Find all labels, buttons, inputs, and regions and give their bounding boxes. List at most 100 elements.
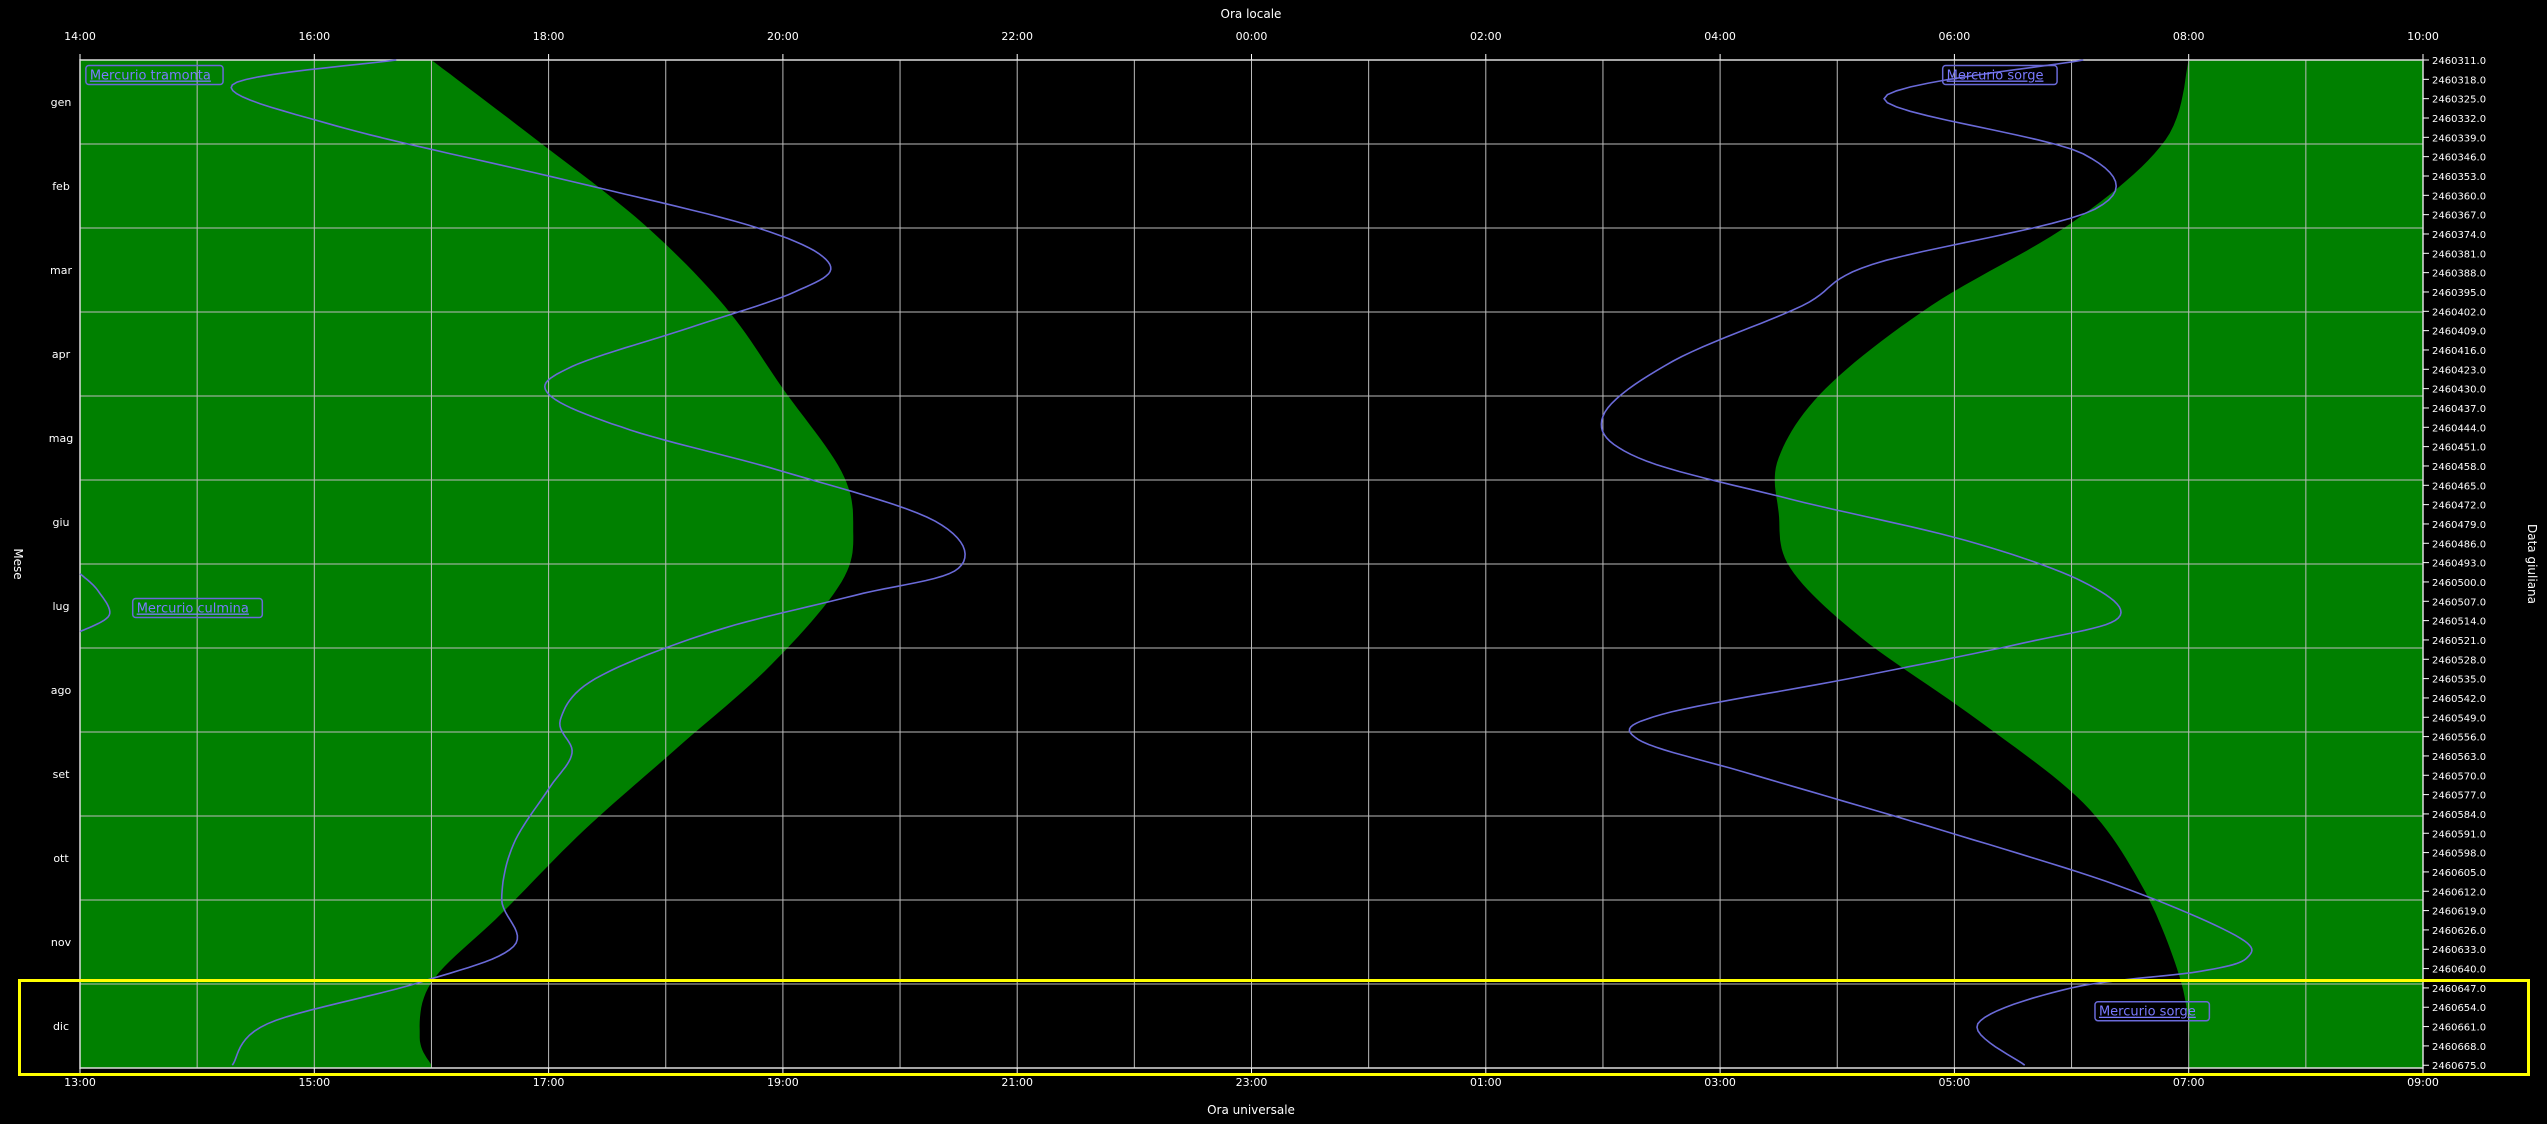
curve-label: Mercurio sorge: [2099, 1005, 2196, 1020]
jd-tick-label: 2460416.0: [2432, 346, 2486, 357]
top-tick-label: 22:00: [1001, 30, 1033, 43]
jd-tick-label: 2460654.0: [2432, 1003, 2486, 1014]
month-label: set: [53, 768, 70, 781]
jd-tick-label: 2460381.0: [2432, 249, 2486, 260]
jd-tick-label: 2460521.0: [2432, 636, 2486, 647]
bottom-tick-label: 19:00: [767, 1076, 799, 1089]
month-label: feb: [52, 180, 70, 193]
month-label: dic: [53, 1020, 69, 1033]
jd-tick-label: 2460661.0: [2432, 1023, 2486, 1034]
month-label: mag: [49, 432, 73, 445]
month-label: gen: [51, 96, 72, 109]
top-tick-label: 08:00: [2173, 30, 2205, 43]
top-tick-label: 00:00: [1236, 30, 1268, 43]
jd-tick-label: 2460367.0: [2432, 211, 2486, 222]
bottom-axis-label: Ora universale: [1207, 1103, 1295, 1117]
jd-tick-label: 2460311.0: [2432, 56, 2486, 67]
jd-tick-label: 2460675.0: [2432, 1061, 2486, 1072]
jd-tick-label: 2460332.0: [2432, 114, 2486, 125]
jd-tick-label: 2460598.0: [2432, 849, 2486, 860]
jd-tick-label: 2460458.0: [2432, 462, 2486, 473]
jd-tick-label: 2460409.0: [2432, 327, 2486, 338]
jd-tick-label: 2460423.0: [2432, 365, 2486, 376]
jd-tick-label: 2460640.0: [2432, 965, 2486, 976]
jd-tick-label: 2460626.0: [2432, 926, 2486, 937]
jd-tick-label: 2460668.0: [2432, 1042, 2486, 1053]
jd-tick-label: 2460451.0: [2432, 443, 2486, 454]
jd-tick-label: 2460542.0: [2432, 694, 2486, 705]
bottom-tick-label: 17:00: [533, 1076, 565, 1089]
bottom-tick-label: 13:00: [64, 1076, 96, 1089]
mercury-transit-line: [79, 573, 111, 633]
left-axis-label: Mese: [11, 548, 25, 579]
bottom-tick-label: 09:00: [2407, 1076, 2439, 1089]
jd-tick-label: 2460437.0: [2432, 404, 2486, 415]
top-tick-label: 06:00: [1939, 30, 1971, 43]
jd-tick-label: 2460395.0: [2432, 288, 2486, 299]
jd-tick-label: 2460612.0: [2432, 887, 2486, 898]
jd-tick-label: 2460353.0: [2432, 172, 2486, 183]
jd-tick-label: 2460535.0: [2432, 675, 2486, 686]
bottom-tick-label: 23:00: [1236, 1076, 1268, 1089]
curve-label: Mercurio culmina: [137, 602, 249, 617]
curve-label-box: [2094, 1000, 2211, 1022]
jd-tick-label: 2460647.0: [2432, 984, 2486, 995]
jd-tick-label: 2460605.0: [2432, 868, 2486, 879]
top-tick-label: 18:00: [533, 30, 565, 43]
jd-tick-label: 2460430.0: [2432, 385, 2486, 396]
bottom-tick-label: 05:00: [1939, 1076, 1971, 1089]
jd-tick-label: 2460318.0: [2432, 75, 2486, 86]
jd-tick-label: 2460465.0: [2432, 481, 2486, 492]
month-label: apr: [52, 348, 71, 361]
top-tick-label: 02:00: [1470, 30, 1502, 43]
curve-label-box: [1941, 64, 2058, 86]
month-label: ott: [53, 852, 69, 865]
top-tick-label: 04:00: [1704, 30, 1736, 43]
jd-tick-label: 2460346.0: [2432, 153, 2486, 164]
bottom-tick-label: 15:00: [298, 1076, 330, 1089]
jd-tick-label: 2460339.0: [2432, 133, 2486, 144]
top-axis-label: Ora locale: [1221, 7, 1282, 21]
jd-tick-label: 2460325.0: [2432, 95, 2486, 106]
curve-label-box: [85, 64, 224, 86]
jd-tick-label: 2460619.0: [2432, 907, 2486, 918]
jd-tick-label: 2460549.0: [2432, 713, 2486, 724]
jd-tick-label: 2460570.0: [2432, 771, 2486, 782]
jd-tick-label: 2460556.0: [2432, 733, 2486, 744]
month-label: giu: [52, 516, 69, 529]
jd-tick-label: 2460507.0: [2432, 597, 2486, 608]
bottom-tick-label: 07:00: [2173, 1076, 2205, 1089]
mercury-set-line: [230, 59, 966, 1066]
jd-tick-label: 2460402.0: [2432, 307, 2486, 318]
top-tick-label: 16:00: [298, 30, 330, 43]
month-label: mar: [50, 264, 72, 277]
jd-tick-label: 2460479.0: [2432, 520, 2486, 531]
jd-tick-label: 2460493.0: [2432, 559, 2486, 570]
month-label: nov: [51, 936, 72, 949]
bottom-tick-label: 01:00: [1470, 1076, 1502, 1089]
jd-tick-label: 2460360.0: [2432, 191, 2486, 202]
jd-tick-label: 2460472.0: [2432, 501, 2486, 512]
jd-tick-label: 2460577.0: [2432, 791, 2486, 802]
curve-label: Mercurio tramonta: [90, 69, 211, 84]
jd-tick-label: 2460514.0: [2432, 617, 2486, 628]
curve-label: Mercurio sorge: [1947, 69, 2044, 84]
bottom-tick-label: 21:00: [1001, 1076, 1033, 1089]
jd-tick-label: 2460563.0: [2432, 752, 2486, 763]
curve-label-box: [131, 597, 264, 619]
jd-tick-label: 2460486.0: [2432, 539, 2486, 550]
jd-tick-label: 2460444.0: [2432, 423, 2486, 434]
month-label: ago: [51, 684, 72, 697]
right-axis-label: Data giuliana: [2525, 524, 2539, 604]
top-tick-label: 14:00: [64, 30, 96, 43]
jd-tick-label: 2460591.0: [2432, 829, 2486, 840]
jd-tick-label: 2460500.0: [2432, 578, 2486, 589]
top-tick-label: 20:00: [767, 30, 799, 43]
jd-tick-label: 2460374.0: [2432, 230, 2486, 241]
jd-tick-label: 2460388.0: [2432, 269, 2486, 280]
month-label: lug: [52, 600, 69, 613]
mercury-rise-line: [1600, 59, 2253, 1066]
jd-tick-label: 2460528.0: [2432, 655, 2486, 666]
jd-tick-label: 2460584.0: [2432, 810, 2486, 821]
